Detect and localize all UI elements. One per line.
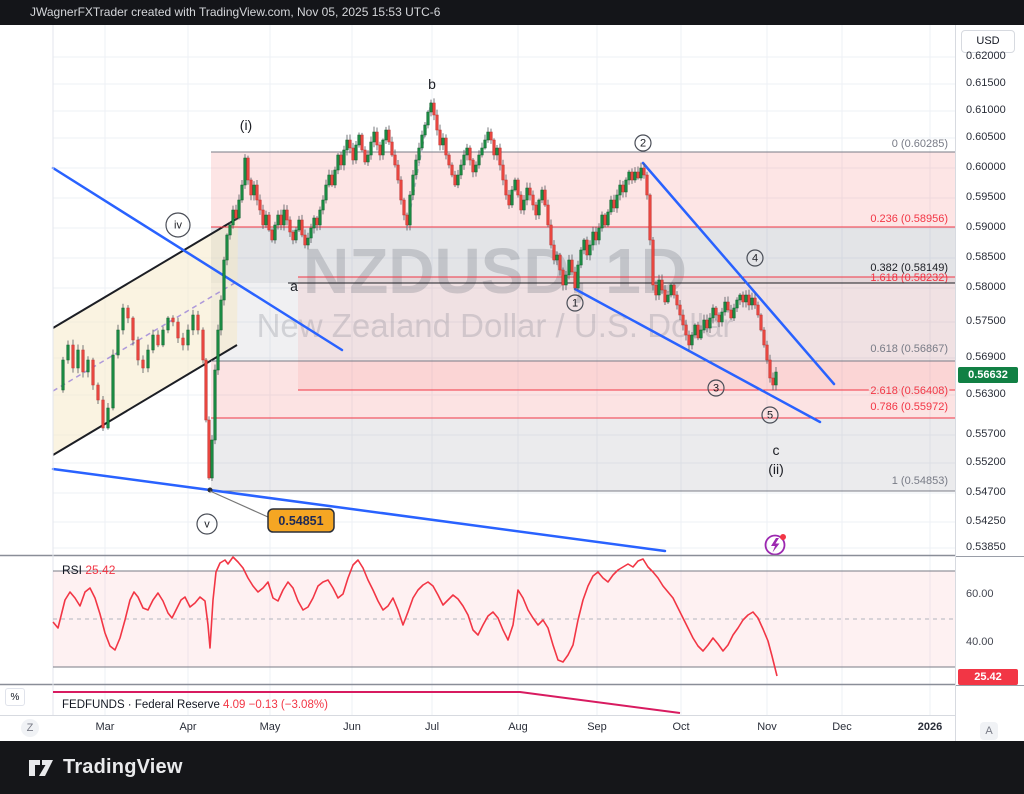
elliott-wave-labels[interactable]: (i) iv v a b c (ii) 1 2 3 4 5 [165, 76, 784, 535]
price-axis-label: 0.53850 [966, 541, 1006, 553]
currency-unit-button[interactable]: USD [961, 30, 1015, 53]
rsi-axis-label: 40.00 [966, 636, 994, 648]
time-axis-label: Jun [343, 721, 361, 733]
lightning-alert-icon[interactable] [764, 534, 787, 556]
price-axis-label: 0.56300 [966, 388, 1006, 400]
price-axis-label: 0.61500 [966, 77, 1006, 89]
axis-pane-divider [956, 684, 1024, 686]
time-axis-label: Aug [508, 721, 528, 733]
fedfunds-pane: FEDFUNDS · Federal Reserve 4.09 −0.13 (−… [53, 691, 681, 714]
wave-label-text: (i) [240, 117, 252, 133]
fib-level-label: 0 (0.60285) [892, 138, 948, 150]
fib-level-label: 2.618 (0.56408) [870, 385, 948, 397]
current-price-badge: 0.56632 [958, 367, 1018, 383]
price-scale-axis[interactable]: USD A 0.62000 0.61500 0.61000 0.60500 0.6000… [955, 25, 1024, 741]
price-axis-label: 0.55200 [966, 456, 1006, 468]
price-axis-label: 0.60000 [966, 161, 1006, 173]
wave-label-circle [634, 134, 652, 152]
fib-level-label: 0.786 (0.55972) [870, 401, 948, 413]
timezone-button[interactable]: Z [21, 719, 39, 737]
wave-label-text: 1 [572, 298, 578, 310]
wave-label-text: iv [174, 220, 182, 232]
time-axis-label: Apr [179, 721, 197, 733]
wave-label-text: 4 [752, 253, 758, 265]
fib-level-label: 1 (0.54853) [892, 475, 948, 487]
price-axis-label: 0.61000 [966, 104, 1006, 116]
price-axis-label: 0.55700 [966, 428, 1006, 440]
trendline-lower-support-line[interactable] [51, 467, 667, 553]
attribution-text: JWagnerFXTrader created with TradingView… [30, 5, 441, 19]
price-axis-label: 0.59000 [966, 221, 1006, 233]
fib-level-label: 0.236 (0.58956) [870, 213, 948, 225]
price-axis-label: 0.54700 [966, 486, 1006, 498]
rsi-line [52, 556, 778, 677]
alert-red-dot [780, 534, 786, 540]
wave-label-text: 3 [713, 383, 719, 395]
wave-label-circle [707, 379, 725, 397]
tradingview-logo-icon [29, 759, 53, 776]
price-axis-label: 0.57500 [966, 315, 1006, 327]
price-callout-box[interactable] [267, 508, 335, 533]
price-axis-label: 0.56900 [966, 351, 1006, 363]
fib-level-label: 1.618 (0.58232) [870, 272, 948, 284]
time-axis-label: Sep [587, 721, 607, 733]
price-axis-label: 0.58500 [966, 251, 1006, 263]
time-axis-label: Nov [757, 721, 777, 733]
trendline-wave1-wave5-trendline[interactable] [573, 287, 822, 424]
price-axis-label: 0.59500 [966, 191, 1006, 203]
price-axis-label: 0.54250 [966, 515, 1006, 527]
rsi-value-badge: 25.42 [958, 669, 1018, 685]
time-axis-label: Jul [424, 721, 440, 733]
price-axis-label: 0.60500 [966, 131, 1006, 143]
svg-text:NZDUSD, 1D: NZDUSD, 1D [303, 235, 687, 307]
wave-label-text: 2 [640, 138, 646, 150]
price-callout[interactable]: 0.54851 [207, 487, 335, 533]
wave-label-text: v [204, 519, 210, 531]
trendline-descending-line-upper-left[interactable] [51, 166, 344, 352]
tradingview-logo-text: TradingView [63, 756, 183, 778]
grid-lines [52, 25, 955, 715]
rsi-legend[interactable]: RSI 25.42 [62, 563, 116, 577]
fib-level-label: 0.618 (0.56867) [870, 343, 948, 355]
fedfunds-line [53, 691, 681, 714]
fedfunds-legend[interactable]: FEDFUNDS · Federal Reserve 4.09 −0.13 (−… [62, 699, 328, 711]
time-scale-axis[interactable]: Mar Apr May Jun Jul Aug Sep Oct Nov Dec 2026 [0, 715, 955, 741]
rsi-pane: RSI 25.42 [52, 556, 955, 677]
price-callout-text: 0.54851 [278, 514, 323, 528]
auto-scale-button[interactable]: A [980, 722, 998, 740]
candlestick-series [61, 98, 778, 482]
wave-label-text: 5 [767, 410, 773, 422]
trendline-wave2-steep-trendline[interactable] [641, 161, 836, 386]
bottom-brand-bar: TradingView [0, 741, 1024, 794]
time-axis-label: Dec [832, 721, 852, 733]
fib-level-label: 0.382 (0.58149) [870, 262, 948, 274]
rsi-axis-label: 60.00 [966, 588, 994, 600]
axis-pane-divider [956, 555, 1024, 557]
wave-label-circle [761, 406, 779, 424]
time-axis-label: Oct [672, 721, 690, 733]
tradingview-logo[interactable]: TradingView [28, 756, 183, 779]
wave-label-circle [196, 513, 218, 535]
time-axis-label: May [259, 721, 281, 733]
fib-levels[interactable]: 0 (0.60285) 0.236 (0.58956) 1.618 (0.58232… [211, 138, 955, 492]
percent-scale-button[interactable]: % [5, 688, 25, 706]
wave-label-text: a [290, 278, 298, 294]
attribution-bar: JWagnerFXTrader created with TradingView… [0, 0, 1024, 25]
time-axis-label: 2026 [917, 721, 943, 733]
wave-label-circle [746, 249, 764, 267]
price-axis-label: 0.62000 [966, 50, 1006, 62]
wave-label-circle [165, 212, 191, 238]
time-axis-label: Mar [95, 721, 115, 733]
fib-zones [211, 152, 955, 491]
wave-label-text: c [773, 442, 780, 458]
svg-text:New Zealand Dollar / U.S. Doll: New Zealand Dollar / U.S. Dollar [257, 307, 734, 344]
wave-label-text: (ii) [768, 461, 784, 477]
price-axis-label: 0.58000 [966, 281, 1006, 293]
wave-label-circle [566, 294, 584, 312]
wave-label-text: b [428, 76, 436, 92]
